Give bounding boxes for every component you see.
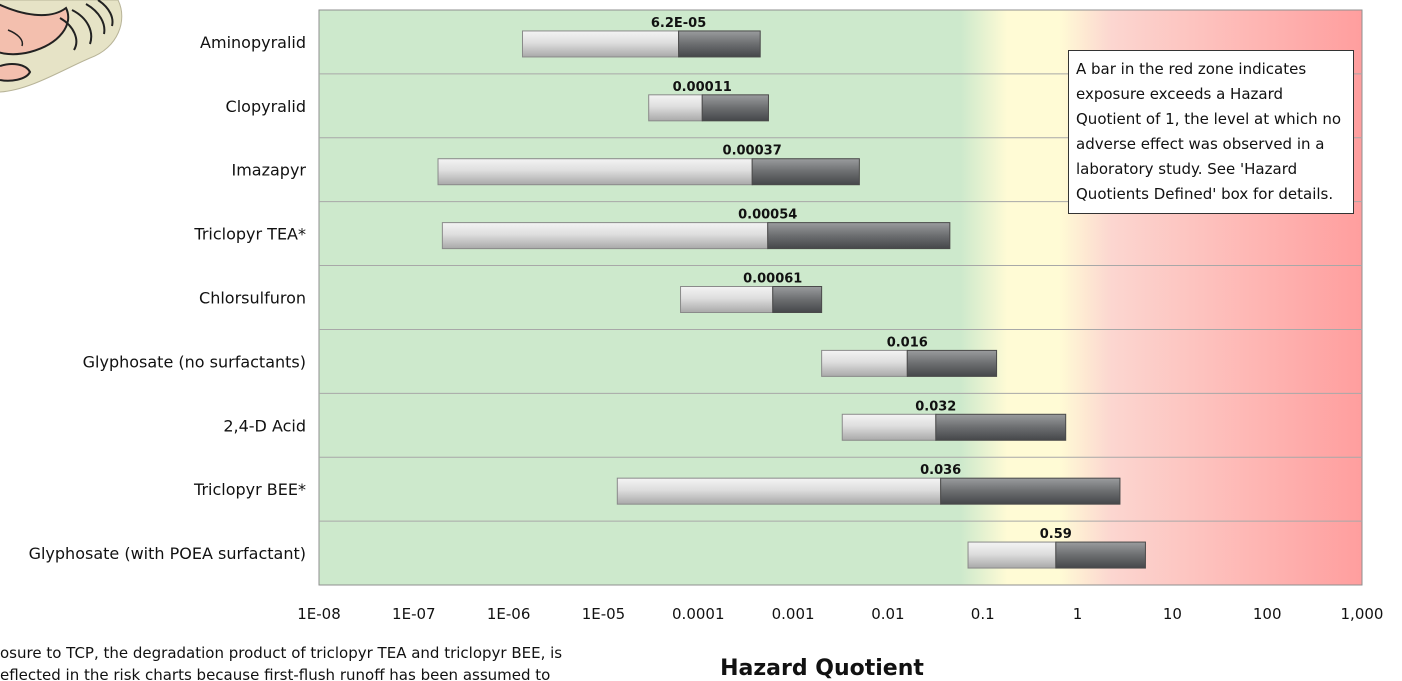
category-labels: Aminopyralid Clopyralid Imazapyr Triclopyr … [29, 33, 307, 563]
bar-data-label: 0.00061 [743, 272, 802, 287]
bar-data-label: 0.016 [887, 335, 928, 350]
x-tick-label: 0.1 [971, 605, 995, 623]
bar-low-segment [648, 94, 703, 122]
bar-high-segment [678, 30, 761, 58]
x-tick-label: 10 [1163, 605, 1182, 623]
bar-high-segment [906, 349, 998, 377]
footnote-line-2: eflected in the risk charts because firs… [0, 666, 550, 681]
bar-data-label: 0.036 [920, 463, 961, 478]
x-axis-label: Hazard Quotient [720, 656, 924, 681]
bar-low-segment [521, 30, 680, 58]
bar-low-segment [616, 477, 942, 505]
bar-low-segment [841, 413, 937, 441]
category-label: Clopyralid [226, 97, 306, 116]
x-tick-label: 100 [1253, 605, 1282, 623]
bar-high-segment [751, 158, 860, 186]
bar-low-segment [441, 222, 769, 250]
x-tick-label: 0.001 [772, 605, 815, 623]
bars: 6.2E-05 0.00011 0.00037 0.00054 0.00061 0.016… [437, 16, 1146, 569]
bar-high-segment [701, 94, 769, 122]
bar-data-label: 0.00054 [738, 208, 797, 223]
bar-data-label: 0.00037 [723, 144, 782, 159]
bar-data-label: 0.59 [1040, 527, 1072, 542]
bar-low-segment [437, 158, 753, 186]
category-label: Aminopyralid [200, 33, 306, 52]
x-tick-label: 0.01 [871, 605, 904, 623]
footnote-line-1: osure to TCP, the degradation product of… [0, 644, 562, 662]
bar-high-segment [940, 477, 1121, 505]
x-tick-label: 1,000 [1341, 605, 1384, 623]
x-tick-label: 1E-06 [487, 605, 531, 623]
x-tick-label: 1E-05 [582, 605, 626, 623]
bar-low-segment [821, 349, 908, 377]
bar-low-segment [967, 541, 1057, 569]
bar-low-segment [680, 286, 774, 313]
red-zone-annotation: A bar in the red zone indicates exposure… [1068, 50, 1354, 214]
bar-data-label: 0.032 [915, 399, 956, 414]
x-tick-label: 1E-08 [297, 605, 341, 623]
category-label: Triclopyr BEE* [193, 480, 306, 499]
x-tick-label: 1E-07 [392, 605, 436, 623]
bar-data-label: 0.00011 [673, 80, 732, 95]
x-tick-label: 0.0001 [672, 605, 725, 623]
x-tick-label: 1 [1073, 605, 1083, 623]
bar-high-segment [767, 222, 951, 250]
category-label: Glyphosate (no surfactants) [83, 352, 306, 371]
bar-high-segment [772, 286, 823, 313]
category-label: Triclopyr TEA* [193, 225, 306, 244]
x-tick-labels: 1E-08 1E-07 1E-06 1E-05 0.0001 0.001 0.01 0.1 1 1… [297, 605, 1383, 623]
bar-data-label: 6.2E-05 [651, 16, 706, 31]
category-label: 2,4-D Acid [223, 416, 306, 435]
cartoon-illustration-fragment [0, 0, 123, 93]
bar-high-segment [1055, 541, 1146, 569]
category-label: Chlorsulfuron [199, 289, 306, 308]
category-label: Imazapyr [231, 161, 306, 180]
category-label: Glyphosate (with POEA surfactant) [29, 544, 306, 563]
bar-high-segment [935, 413, 1067, 441]
